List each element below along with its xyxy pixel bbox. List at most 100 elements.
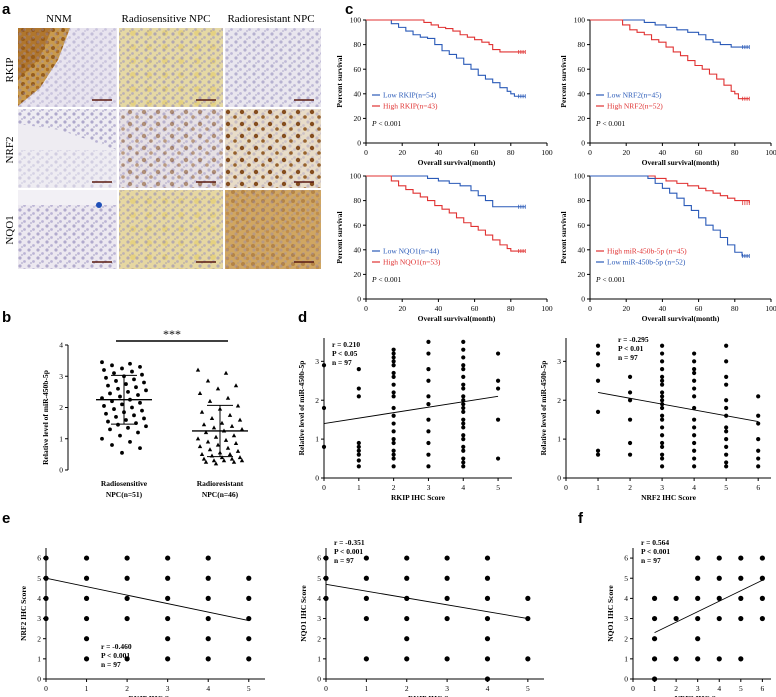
e2-point xyxy=(363,575,369,581)
c4-y-tick-label: 40 xyxy=(578,245,586,254)
e2-point xyxy=(444,615,450,622)
e1-y-axis-label: NRF2 IHC Score xyxy=(19,585,28,641)
d1-y-tick-label: 2 xyxy=(315,396,319,405)
c4-y-tick-label: 20 xyxy=(578,270,586,279)
column-header-nnm: NNM xyxy=(46,13,72,25)
f-y-tick-label: 6 xyxy=(624,554,628,563)
d1-point xyxy=(426,394,431,399)
ihc-image-nnm-nqo1 xyxy=(18,190,117,269)
d2-point xyxy=(724,359,729,364)
d2-stat-0: r = -0.295 xyxy=(618,335,649,344)
b-group-1-point xyxy=(197,391,203,396)
e1-point xyxy=(246,595,252,601)
b-group-1-point xyxy=(207,398,213,403)
e1-point xyxy=(165,555,171,561)
f-point xyxy=(738,615,744,622)
d1-point xyxy=(495,351,501,356)
d2-point xyxy=(659,374,665,379)
f-x-tick-label: 2 xyxy=(674,684,678,693)
d2-point xyxy=(659,444,665,449)
d2-point xyxy=(692,448,697,453)
c2-x-tick-label: 80 xyxy=(731,148,739,157)
b-group-0-point xyxy=(120,450,124,455)
b-group-1-point xyxy=(225,395,231,400)
d1-stat-1: P < 0.05 xyxy=(332,349,358,358)
d1-point xyxy=(391,394,396,399)
e1-x-tick-label: 4 xyxy=(206,684,210,693)
e2-point xyxy=(363,555,369,561)
c3-series-0-line xyxy=(366,175,526,208)
c2-pvalue-value: < 0.001 xyxy=(602,119,625,128)
d1-point xyxy=(461,444,466,449)
d2-x-tick-label: 0 xyxy=(564,483,568,492)
f-point xyxy=(673,595,679,601)
e1-point xyxy=(124,575,130,581)
b-group-0-point xyxy=(136,393,140,397)
d2-point xyxy=(659,382,665,387)
c3-y-tick-label: 100 xyxy=(350,172,362,181)
b-group-1-point xyxy=(219,455,225,460)
d2-x-tick-label: 6 xyxy=(756,483,760,492)
d2-y-tick-label: 2 xyxy=(557,396,561,405)
c1-x-tick-label: 100 xyxy=(541,148,553,157)
d1-point xyxy=(461,339,466,344)
b-group-1-point xyxy=(213,434,219,439)
d1-x-tick-label: 3 xyxy=(427,483,431,492)
d1-point xyxy=(391,405,396,411)
d1-point xyxy=(391,437,396,442)
d2-point xyxy=(756,448,761,453)
b-group-0-point xyxy=(116,386,120,391)
b-group-1-point xyxy=(235,448,241,453)
f-point xyxy=(759,575,765,581)
f-x-tick-label: 6 xyxy=(761,684,765,693)
f-point xyxy=(651,676,658,682)
d2-point xyxy=(692,351,697,356)
c4-x-tick-label: 40 xyxy=(659,304,667,313)
b-group-0-point xyxy=(142,416,146,421)
f-stat-2: n = 97 xyxy=(641,556,661,565)
b-group-1-point xyxy=(199,409,205,414)
b-group-1-point xyxy=(201,456,207,461)
d2-stat-1: P < 0.01 xyxy=(618,344,644,353)
e1-x-axis-label: RKIP IHC Score xyxy=(128,694,183,697)
b-group-0-point xyxy=(100,360,104,365)
d1-point xyxy=(356,452,361,457)
e2-point xyxy=(525,615,531,622)
ihc-image-resistant-nqo1 xyxy=(225,190,321,269)
b-group-0-point xyxy=(124,382,128,386)
d1-point xyxy=(391,421,396,426)
b-y-axis-label: Relative level of miR-450b-5p xyxy=(41,370,50,465)
c1-series-1-line xyxy=(366,19,526,53)
f-point xyxy=(695,555,701,561)
d2-point xyxy=(724,464,729,469)
d2-point xyxy=(724,429,729,434)
e2-stat-1: P < 0.001 xyxy=(334,547,363,556)
e1-point xyxy=(205,555,211,561)
c1-y-axis-label: Percent survival xyxy=(335,55,344,107)
c1-x-tick-label: 20 xyxy=(398,148,406,157)
ihc-image-resistant-rkip xyxy=(225,28,321,107)
stain-artifact-icon xyxy=(96,202,102,208)
e1-point xyxy=(83,595,90,601)
e1-stat-0: r = -0.460 xyxy=(101,642,132,651)
d1-point xyxy=(391,363,396,368)
f-x-tick-label: 4 xyxy=(717,684,721,693)
b-group-1-point xyxy=(205,378,211,383)
f-point xyxy=(738,656,744,662)
d2-x-tick-label: 4 xyxy=(692,483,696,492)
e2-point xyxy=(404,615,410,622)
c2-series-1-line xyxy=(590,19,750,100)
d2-point xyxy=(659,398,665,403)
b-category-1-label: Radioresistant xyxy=(197,479,244,488)
f-point xyxy=(759,555,765,561)
c2-legend-0-label: Low NRF2(n=45) xyxy=(607,91,662,100)
b-group-1-point xyxy=(235,403,241,408)
e2-x-tick-label: 5 xyxy=(526,684,530,693)
f-point xyxy=(716,575,722,581)
e2-x-tick-label: 2 xyxy=(405,684,409,693)
f-point xyxy=(738,575,744,581)
e1-point xyxy=(43,595,49,601)
b-y-tick-label: 1 xyxy=(59,434,63,443)
panel-label-e: e xyxy=(2,510,10,527)
